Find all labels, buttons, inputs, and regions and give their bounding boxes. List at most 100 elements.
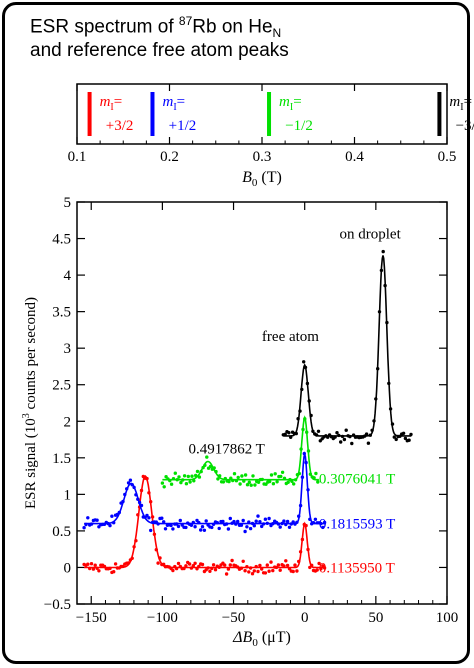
series-data-point [256, 480, 261, 484]
series-data-point [401, 431, 406, 435]
series-data-point [300, 537, 305, 542]
y-axis-label-rest: counts per second) [23, 297, 39, 413]
title-mid: Rb on He [192, 16, 273, 38]
series-data-point [265, 563, 269, 567]
field-marker-m-sub: I [110, 102, 113, 113]
series-data-point [190, 474, 194, 478]
x-tick-label: 0 [301, 610, 309, 626]
series-data-point [278, 525, 282, 529]
series-data-point [217, 526, 221, 531]
field-axis-tick-label: 0.5 [438, 149, 457, 165]
series-data-point [385, 320, 389, 325]
series-data-point [302, 360, 306, 364]
series-data-point [285, 563, 290, 568]
series-data-point [309, 413, 313, 418]
series-data-point [245, 483, 250, 487]
series-data-point [169, 482, 174, 486]
series-data-point [284, 559, 288, 563]
title-sub: N [272, 26, 282, 41]
series-data-point [308, 517, 312, 521]
series-data-point [242, 479, 246, 483]
series-data-point [287, 567, 292, 571]
series-data-point [285, 519, 290, 524]
series-data-point [208, 569, 212, 573]
field-marker-eq: = [177, 94, 185, 110]
series-data-point [273, 472, 277, 476]
series-data-point [236, 519, 240, 524]
series-data-point [197, 520, 201, 525]
field-marker-m-sub: I [290, 102, 293, 113]
figure-border [2, 2, 470, 664]
series-data-point [230, 558, 234, 563]
peak-annotation: free atom [262, 329, 319, 345]
series-data-point [91, 567, 96, 571]
field-marker-eq: = [293, 94, 301, 110]
series-data-point [256, 514, 260, 518]
field-axis-tick-label: 0.3 [253, 149, 272, 165]
series-data-point [134, 493, 138, 497]
series-data-point [112, 521, 116, 525]
series-data-point [298, 503, 303, 508]
series-data-point [342, 437, 347, 442]
series-data-point [377, 310, 382, 314]
field-marker-value: −1/2 [285, 118, 313, 134]
series-data-point [179, 480, 183, 485]
spectrum-plot-frame [76, 201, 448, 605]
series-data-point [372, 419, 376, 423]
figure-title-line1: ESR spectrum of 87Rb on HeN [30, 14, 281, 40]
peak-annotation: on droplet [340, 227, 402, 243]
series-data-point [368, 433, 372, 437]
series-data-point [261, 522, 266, 526]
series-data-point [204, 519, 208, 523]
series-data-point [180, 523, 184, 527]
series-data-point [210, 525, 214, 530]
series-data-point [297, 514, 301, 518]
series-data-point [112, 570, 116, 574]
series-label: 0.1135950 T [319, 560, 395, 576]
series-data-point [200, 562, 205, 567]
series-data-point [93, 563, 97, 567]
series-data-point [306, 449, 311, 453]
series-data-point [249, 483, 253, 487]
series-data-point [282, 519, 286, 523]
series-data-point [278, 568, 282, 572]
series-data-point [199, 528, 203, 532]
series-data-point [86, 562, 90, 566]
series-data-point [191, 520, 195, 525]
field-axis-label-unit: (T) [257, 169, 281, 186]
series-data-point [221, 480, 226, 484]
series-data-point [403, 436, 408, 441]
series-data-point [252, 569, 256, 573]
series-data-point [260, 567, 264, 571]
series-data-point [177, 475, 181, 479]
series-data-point [302, 451, 306, 456]
series-data-point [298, 409, 302, 413]
series-data-point [307, 399, 311, 403]
series-data-point [89, 562, 94, 566]
series-data-point [174, 522, 179, 526]
series-data-point [193, 561, 197, 565]
field-marker-value: −3/2 [456, 118, 474, 134]
series-data-point [383, 283, 387, 288]
series-data-point [282, 476, 287, 480]
y-tick-label: 3.5 [52, 305, 71, 321]
series-data-point [126, 481, 131, 485]
field-axis-label-sub: 0 [252, 177, 258, 189]
series-data-point [160, 516, 164, 520]
series-data-point [154, 548, 158, 552]
series-data-point [289, 435, 293, 439]
series-data-point [88, 566, 92, 571]
x-tick-label: −100 [147, 610, 178, 626]
series-data-point [224, 572, 229, 576]
series-data-point [132, 545, 136, 549]
series-data-point [239, 566, 244, 570]
series-data-point [300, 387, 304, 392]
series-data-point [200, 525, 205, 529]
series-data-point [149, 500, 153, 504]
figure-title-line2: and reference free atom peaks [30, 40, 289, 61]
series-data-point [193, 525, 197, 529]
series-label: 0.3076041 T [319, 471, 395, 487]
series-data-point [407, 438, 411, 442]
series-data-point [247, 520, 251, 524]
